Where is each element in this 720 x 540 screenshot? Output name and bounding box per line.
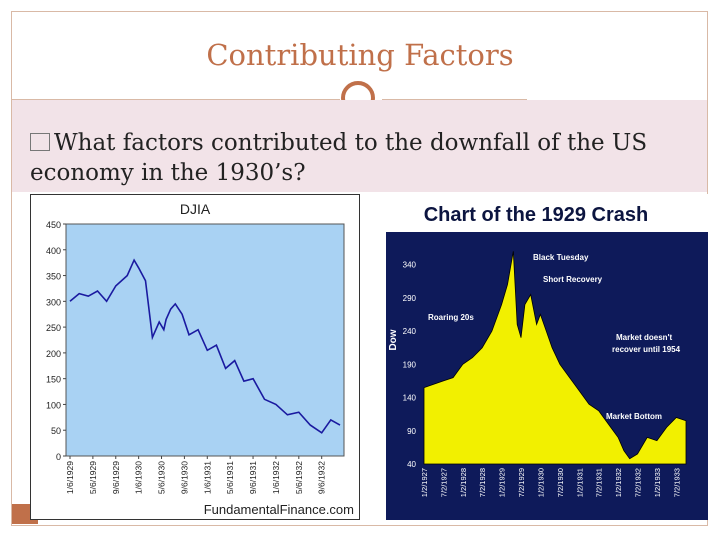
- djia-chart-title: DJIA: [180, 201, 211, 217]
- annotation-market-recovery: Market doesn't recover until 1954: [612, 333, 681, 354]
- crash-x-tick-label: 7/2/1928: [478, 468, 487, 497]
- bullet-text: What factors contributed to the downfall…: [30, 130, 648, 186]
- djia-y-tick-label: 50: [51, 426, 61, 436]
- djia-y-tick-label: 450: [46, 220, 61, 230]
- bullet-background: [12, 100, 707, 192]
- djia-x-tick-label: 1/6/1929: [65, 461, 75, 494]
- annotation-market-bottom: Market Bottom: [606, 412, 662, 421]
- djia-x-tick-label: 5/6/1932: [294, 461, 304, 494]
- title-divider-left: [12, 99, 340, 100]
- crash-y-tick-label: 340: [403, 261, 417, 270]
- crash-x-tick-label: 7/2/1927: [439, 468, 448, 497]
- crash-x-tick-label: 7/2/1930: [556, 468, 565, 497]
- crash-x-tick-label: 7/2/1929: [517, 468, 526, 497]
- crash-y-tick-label: 90: [407, 427, 416, 436]
- djia-y-tick-label: 300: [46, 297, 61, 307]
- annotation-short-recovery: Short Recovery: [543, 275, 603, 284]
- crash-chart-title: Chart of the 1929 Crash: [424, 204, 649, 226]
- djia-x-tick-label: 9/6/1932: [317, 461, 327, 494]
- title-divider-right: [382, 99, 527, 100]
- crash-chart: Chart of the 1929 Crash Dow 40 90 140 190 24…: [386, 194, 708, 520]
- annotation-black-tuesday: Black Tuesday: [533, 253, 589, 262]
- djia-x-tick-label: 1/6/1931: [202, 461, 212, 494]
- djia-x-tick-label: 5/6/1930: [157, 461, 167, 494]
- djia-x-tick-label: 1/6/1932: [271, 461, 281, 494]
- crash-y-tick-label: 290: [403, 294, 417, 303]
- djia-x-tick-label: 5/6/1931: [225, 461, 235, 494]
- djia-y-tick-label: 250: [46, 323, 61, 333]
- crash-x-tick-label: 7/2/1932: [633, 468, 642, 497]
- djia-y-tick-label: 200: [46, 349, 61, 359]
- annotation-roaring-20s: Roaring 20s: [428, 313, 474, 322]
- crash-x-tick-label: 1/2/1929: [498, 468, 507, 497]
- djia-x-tick-label: 9/6/1931: [248, 461, 258, 494]
- djia-y-tick-label: 0: [56, 452, 61, 462]
- crash-x-tick-label: 1/2/1928: [459, 468, 468, 497]
- crash-x-tick-label: 1/2/1932: [614, 468, 623, 497]
- bullet-point: What factors contributed to the downfall…: [30, 128, 680, 188]
- crash-series-area: [423, 251, 687, 465]
- crash-y-axis-label: Dow: [388, 329, 399, 350]
- djia-x-tick-label: 9/6/1929: [111, 461, 121, 494]
- djia-footer-credit: FundamentalFinance.com: [204, 502, 354, 517]
- crash-x-tick-label: 1/2/1930: [536, 468, 545, 497]
- crash-y-tick-label: 190: [403, 360, 417, 369]
- crash-x-tick-label: 1/2/1933: [653, 468, 662, 497]
- djia-y-tick-label: 350: [46, 272, 61, 282]
- crash-chart-svg: Chart of the 1929 Crash Dow 40 90 140 190 24…: [386, 194, 708, 520]
- djia-y-tick-label: 150: [46, 375, 61, 385]
- djia-y-tick-label: 400: [46, 246, 61, 256]
- djia-y-tick-label: 100: [46, 400, 61, 410]
- djia-series-line: [69, 258, 341, 434]
- djia-chart-svg: DJIA FundamentalFinance.com 0 50 100 150 200…: [30, 194, 360, 520]
- djia-x-tick-label: 9/6/1930: [179, 461, 189, 494]
- crash-x-tick-label: 1/2/1927: [420, 468, 429, 497]
- slide-title: Contributing Factors: [206, 38, 514, 72]
- crash-x-tick-label: 1/2/1931: [575, 468, 584, 497]
- djia-plot-area: [65, 223, 345, 457]
- crash-y-tick-label: 40: [407, 460, 416, 469]
- crash-y-tick-label: 140: [403, 394, 417, 403]
- crash-y-tick-label: 240: [403, 327, 417, 336]
- bullet-box-icon: [30, 133, 50, 151]
- crash-x-tick-label: 7/2/1931: [595, 468, 604, 497]
- djia-x-tick-label: 1/6/1930: [134, 461, 144, 494]
- crash-x-tick-label: 7/2/1933: [672, 468, 681, 497]
- djia-chart: DJIA FundamentalFinance.com 0 50 100 150 200…: [30, 194, 360, 520]
- djia-x-tick-label: 5/6/1929: [88, 461, 98, 494]
